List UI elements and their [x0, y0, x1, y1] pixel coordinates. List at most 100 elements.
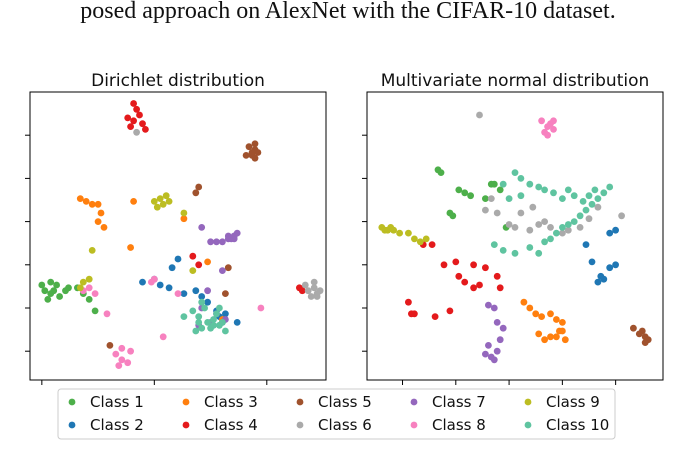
- point-class-9: [153, 203, 161, 211]
- point-class-4: [127, 123, 134, 130]
- point-class-3: [97, 209, 105, 217]
- point-class-2: [606, 229, 614, 237]
- point-class-8: [85, 284, 93, 292]
- point-class-10: [222, 327, 229, 335]
- point-class-9: [76, 284, 84, 292]
- point-class-3: [541, 336, 548, 344]
- point-class-6: [482, 206, 489, 214]
- point-class-10: [505, 195, 513, 203]
- point-class-2: [156, 281, 164, 289]
- point-class-8: [124, 359, 132, 367]
- legend-marker-class-1: [68, 398, 76, 406]
- point-class-10: [582, 206, 590, 214]
- point-class-4: [476, 281, 483, 289]
- point-class-10: [499, 247, 507, 254]
- point-class-2: [222, 310, 229, 318]
- point-class-2: [198, 293, 206, 300]
- point-class-4: [493, 272, 501, 280]
- point-class-4: [133, 105, 141, 113]
- point-class-10: [210, 321, 217, 329]
- point-class-4: [482, 264, 489, 272]
- legend-label-class-2: Class 2: [90, 416, 144, 434]
- point-class-10: [189, 307, 197, 315]
- point-class-3: [538, 313, 545, 320]
- point-class-5: [254, 149, 262, 156]
- point-class-7: [493, 319, 501, 326]
- point-class-10: [216, 304, 223, 312]
- point-class-10: [600, 189, 608, 197]
- point-class-4: [431, 313, 439, 320]
- point-class-4: [440, 261, 448, 269]
- point-class-3: [100, 224, 108, 231]
- point-class-10: [559, 195, 566, 203]
- point-class-8: [118, 356, 126, 364]
- legend-marker-class-2: [68, 421, 76, 429]
- point-class-5: [251, 154, 259, 162]
- point-class-5: [242, 152, 250, 159]
- point-class-2: [606, 264, 614, 272]
- point-class-1: [455, 186, 463, 194]
- legend-box: [57, 388, 616, 440]
- point-class-7: [204, 287, 212, 295]
- point-class-4: [195, 261, 203, 269]
- point-class-7: [482, 350, 489, 358]
- point-class-10: [564, 186, 572, 194]
- point-class-3: [553, 333, 560, 341]
- point-class-7: [219, 267, 226, 274]
- point-class-1: [53, 281, 60, 289]
- point-class-9: [85, 275, 93, 283]
- point-class-10: [198, 324, 206, 332]
- point-class-2: [612, 226, 619, 234]
- point-class-9: [180, 209, 188, 217]
- point-class-10: [541, 186, 548, 194]
- point-class-9: [159, 200, 167, 208]
- plot-title-multivariate: Multivariate normal distribution: [381, 71, 650, 91]
- point-class-1: [482, 195, 489, 203]
- point-class-3: [94, 200, 102, 208]
- point-class-5: [251, 140, 259, 148]
- point-class-9: [416, 238, 424, 246]
- point-class-10: [553, 229, 560, 237]
- point-class-4: [142, 125, 149, 133]
- point-class-10: [594, 195, 602, 203]
- point-class-5: [224, 264, 232, 272]
- point-class-3: [94, 218, 102, 226]
- point-class-4: [124, 114, 132, 122]
- point-class-9: [165, 198, 173, 205]
- point-class-10: [576, 212, 584, 220]
- point-class-2: [180, 290, 188, 297]
- point-class-2: [588, 258, 596, 266]
- point-class-8: [115, 362, 123, 369]
- plot-panel-2: [362, 91, 664, 385]
- point-class-4: [136, 111, 143, 119]
- point-class-6: [517, 209, 525, 217]
- plot-frame: [366, 91, 664, 381]
- point-class-8: [91, 290, 99, 297]
- plot-title-dirichlet: Dirichlet distribution: [91, 71, 265, 91]
- point-class-8: [159, 333, 167, 341]
- point-class-6: [529, 203, 537, 211]
- point-class-6: [487, 195, 495, 203]
- point-class-2: [594, 278, 602, 286]
- point-class-6: [526, 226, 534, 234]
- point-class-2: [139, 278, 146, 286]
- point-class-7: [499, 324, 507, 332]
- point-class-10: [588, 200, 596, 208]
- point-class-10: [526, 244, 534, 251]
- point-class-9: [162, 192, 170, 200]
- point-class-9: [405, 229, 412, 237]
- legend-label-class-1: Class 1: [90, 393, 144, 411]
- point-class-10: [564, 221, 572, 228]
- point-class-5: [222, 290, 229, 297]
- point-class-8: [544, 123, 551, 130]
- point-class-7: [490, 304, 498, 312]
- point-class-2: [612, 261, 619, 269]
- point-class-9: [189, 267, 197, 274]
- point-class-9: [79, 278, 87, 286]
- point-class-3: [204, 258, 212, 266]
- point-class-6: [133, 128, 141, 136]
- point-class-2: [192, 287, 200, 295]
- legend-label-class-7: Class 7: [432, 393, 486, 411]
- point-class-3: [76, 195, 84, 203]
- point-class-6: [535, 221, 543, 228]
